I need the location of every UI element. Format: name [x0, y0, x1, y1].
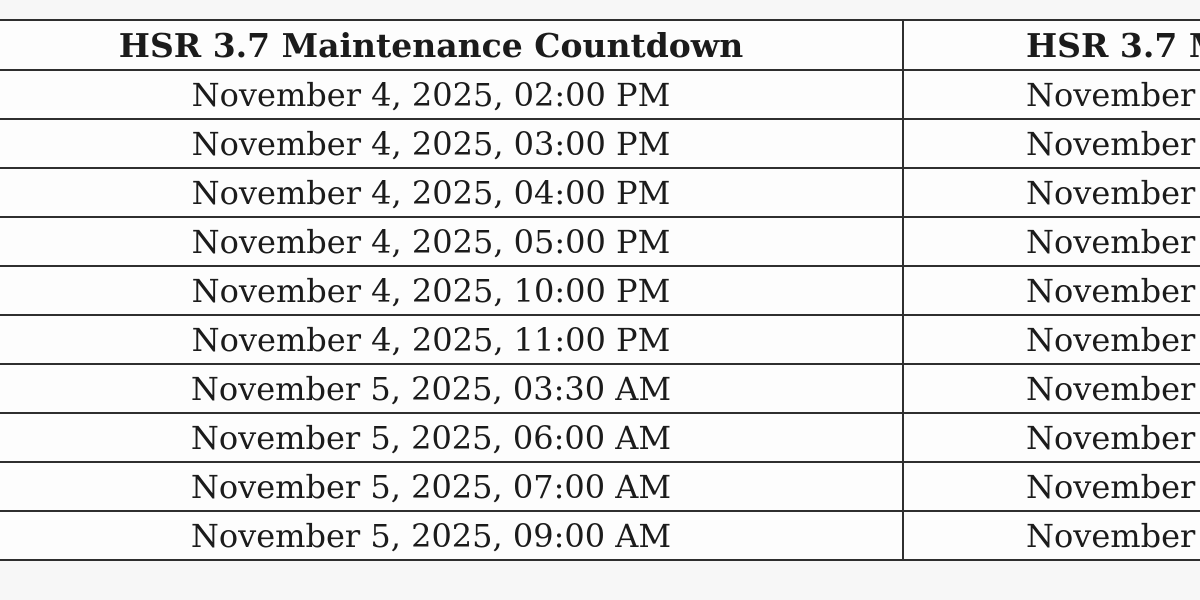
maintenance-countdown-table: HSR 3.7 Maintenance Countdown HSR 3.7 M … [0, 19, 1200, 561]
countdown-time-cell: November 4, 2025, 05:00 PM [0, 216, 904, 267]
right-column-header: HSR 3.7 M [902, 19, 1200, 71]
left-column-header: HSR 3.7 Maintenance Countdown [0, 19, 904, 71]
right-time-cell: November [902, 461, 1200, 512]
table-row: November 4, 2025, 11:00 PM November [0, 314, 1200, 365]
table-row: November 4, 2025, 05:00 PM November [0, 216, 1200, 267]
table-header-row: HSR 3.7 Maintenance Countdown HSR 3.7 M [0, 19, 1200, 71]
countdown-time-cell: November 5, 2025, 03:30 AM [0, 363, 904, 414]
table-row: November 5, 2025, 09:00 AM November [0, 510, 1200, 561]
countdown-time-cell: November 5, 2025, 07:00 AM [0, 461, 904, 512]
table-row: November 4, 2025, 10:00 PM November [0, 265, 1200, 316]
right-time-cell: November [902, 216, 1200, 267]
right-time-cell: November [902, 412, 1200, 463]
countdown-time-cell: November 5, 2025, 09:00 AM [0, 510, 904, 561]
countdown-time-cell: November 4, 2025, 11:00 PM [0, 314, 904, 365]
right-time-cell: November [902, 265, 1200, 316]
countdown-time-cell: November 5, 2025, 06:00 AM [0, 412, 904, 463]
countdown-time-cell: November 4, 2025, 10:00 PM [0, 265, 904, 316]
countdown-time-cell: November 4, 2025, 02:00 PM [0, 69, 904, 120]
table-row: November 4, 2025, 04:00 PM November [0, 167, 1200, 218]
table-wrapper: HSR 3.7 Maintenance Countdown HSR 3.7 M … [0, 19, 1200, 561]
right-time-cell: November [902, 118, 1200, 169]
table-row: November 5, 2025, 03:30 AM November [0, 363, 1200, 414]
right-time-cell: November [902, 69, 1200, 120]
countdown-time-cell: November 4, 2025, 03:00 PM [0, 118, 904, 169]
right-time-cell: November [902, 363, 1200, 414]
countdown-time-cell: November 4, 2025, 04:00 PM [0, 167, 904, 218]
table-row: November 4, 2025, 02:00 PM November [0, 69, 1200, 120]
table-row: November 5, 2025, 07:00 AM November [0, 461, 1200, 512]
right-time-cell: November [902, 510, 1200, 561]
right-time-cell: November [902, 167, 1200, 218]
table-row: November 4, 2025, 03:00 PM November [0, 118, 1200, 169]
right-time-cell: November [902, 314, 1200, 365]
table-row: November 5, 2025, 06:00 AM November [0, 412, 1200, 463]
